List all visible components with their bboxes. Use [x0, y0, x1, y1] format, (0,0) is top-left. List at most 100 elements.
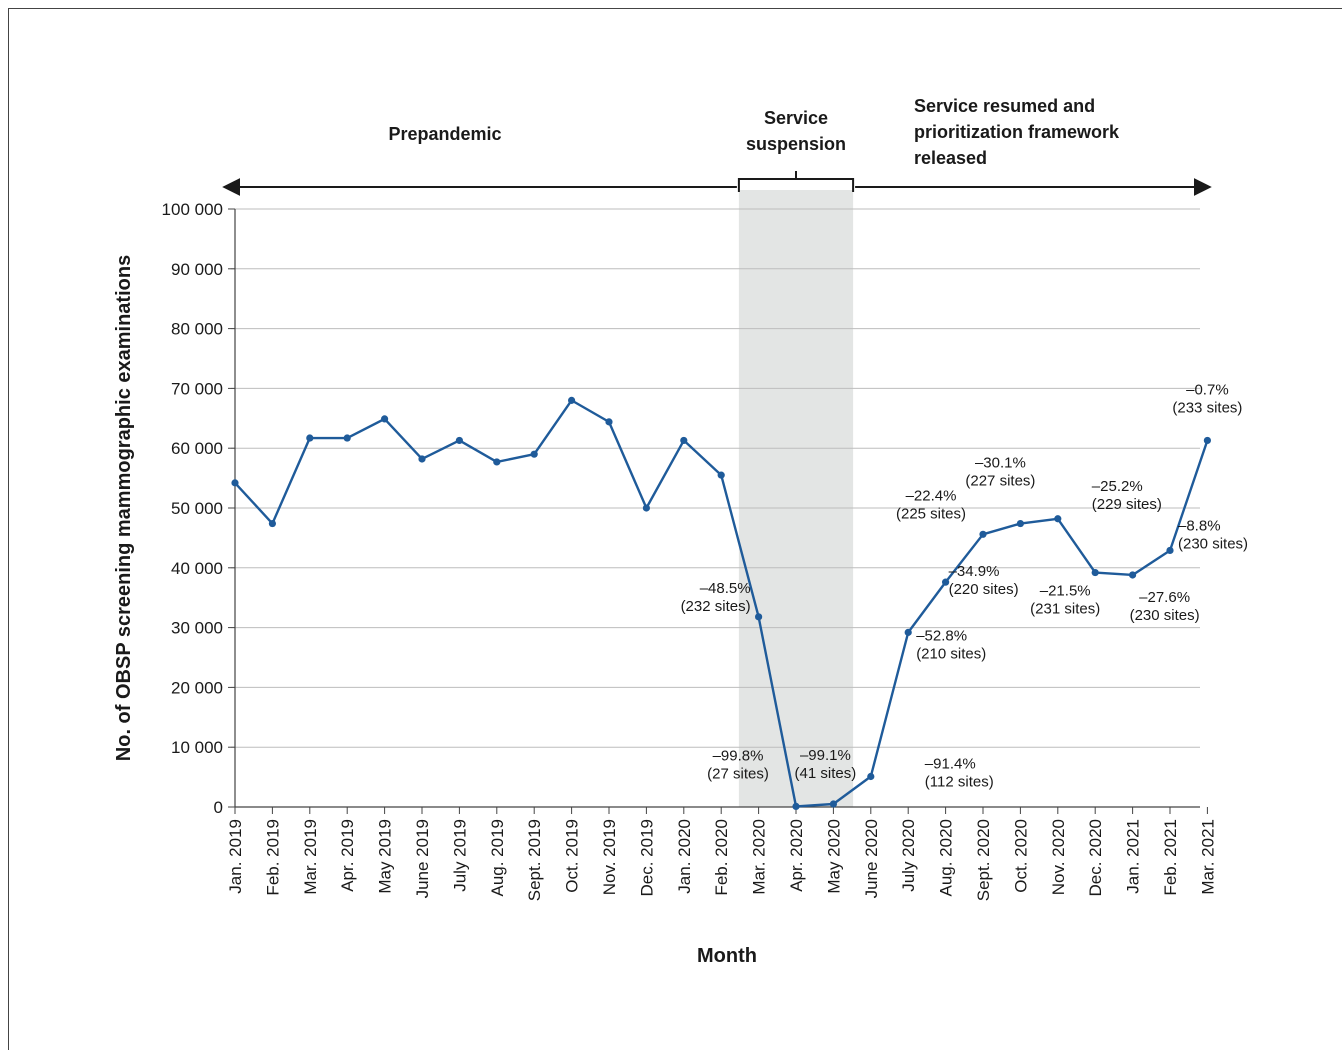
- x-tick-label: Dec. 2019: [637, 819, 656, 897]
- y-tick-label: 0: [214, 798, 223, 817]
- data-point: [343, 434, 351, 442]
- suspension-shade: [738, 190, 854, 807]
- annotation-label: (233 sites): [1172, 399, 1242, 416]
- shade-layer: [738, 190, 854, 807]
- data-point: [231, 479, 239, 487]
- data-point: [268, 519, 276, 528]
- annotation-label: (225 sites): [896, 505, 966, 522]
- phase-label-suspension: suspension: [746, 134, 846, 154]
- annotation-label: –99.1%: [800, 747, 851, 764]
- x-tick-label: Sept. 2019: [525, 819, 544, 901]
- data-point: [493, 458, 501, 466]
- x-tick-label: Nov. 2020: [1049, 819, 1068, 895]
- x-tick-label: Jan. 2021: [1124, 819, 1143, 894]
- x-tick-label: Apr. 2019: [338, 819, 357, 892]
- annotation-label: (230 sites): [1130, 607, 1200, 624]
- annotation-label: –0.7%: [1186, 381, 1229, 398]
- x-tick-label: June 2020: [862, 819, 881, 898]
- data-point: [904, 628, 912, 636]
- x-tick-label: Mar. 2019: [301, 819, 320, 895]
- x-tick-label: July 2020: [899, 819, 918, 892]
- annotation-label: –30.1%: [975, 455, 1026, 472]
- data-point: [418, 455, 426, 463]
- x-tick-label: Aug. 2020: [937, 819, 956, 897]
- x-tick-label: Jan. 2019: [226, 819, 245, 894]
- x-axis-title: Month: [697, 945, 757, 967]
- data-point: [1054, 515, 1062, 523]
- annotation-label: –8.8%: [1178, 517, 1221, 534]
- y-tick-label: 20 000: [171, 678, 223, 697]
- x-tick-label: Aug. 2019: [488, 819, 507, 897]
- y-tick-label: 10 000: [171, 738, 223, 757]
- data-point: [680, 436, 688, 445]
- x-tick-label: Jan. 2020: [675, 819, 694, 894]
- annotation-label: –25.2%: [1092, 478, 1143, 495]
- x-tick-label: Mar. 2020: [750, 819, 769, 895]
- series-layer: [231, 396, 1211, 811]
- suspension-bracket: [737, 171, 855, 192]
- y-tick-label: 50 000: [171, 499, 223, 518]
- data-point: [942, 578, 950, 586]
- x-tick-label: Nov. 2019: [600, 819, 619, 895]
- axis-layer: 0 10 000 20 000 30 000 40 000 50 000 60 000 70 …: [162, 200, 1218, 901]
- grid-layer: [231, 208, 1200, 748]
- x-tick-label: May 2019: [376, 819, 395, 894]
- data-point: [1129, 571, 1137, 579]
- data-point: [568, 396, 576, 404]
- data-point: [306, 434, 314, 442]
- y-tick-label: 90 000: [171, 260, 223, 279]
- annotation-label: –21.5%: [1040, 583, 1091, 600]
- data-point: [530, 450, 538, 458]
- x-tick-label: Oct. 2020: [1011, 819, 1030, 893]
- x-tick-label: Mar. 2021: [1198, 819, 1217, 895]
- data-point: [829, 800, 838, 808]
- x-tick-label: Feb. 2019: [263, 819, 282, 896]
- data-point: [717, 471, 725, 479]
- annotation-label: (230 sites): [1178, 535, 1248, 552]
- data-point: [755, 613, 763, 621]
- x-tick-label: Dec. 2020: [1086, 819, 1105, 897]
- annotation-label: –91.4%: [925, 756, 976, 773]
- y-tick-label: 40 000: [171, 559, 223, 578]
- annotation-label: (220 sites): [949, 581, 1019, 598]
- annotation-label: (232 sites): [681, 598, 751, 615]
- annotation-label: (27 sites): [707, 765, 769, 782]
- annotation-label: (210 sites): [916, 645, 986, 662]
- annotation-label: –99.8%: [713, 747, 764, 764]
- annotation-label: –27.6%: [1139, 589, 1190, 606]
- annotation-label: (227 sites): [965, 473, 1035, 490]
- phase-label-resumed: Service resumed and: [914, 96, 1095, 116]
- data-point: [1203, 436, 1211, 445]
- data-point: [605, 418, 613, 426]
- data-point: [979, 530, 987, 538]
- y-tick-label: 100 000: [162, 200, 223, 219]
- phase-label-resumed: released: [914, 148, 987, 168]
- annotation-label: –48.5%: [700, 580, 751, 597]
- annotation-label: –22.4%: [906, 487, 957, 504]
- phase-layer: Prepandemic Service suspension Service resu…: [222, 96, 1212, 196]
- data-point: [642, 504, 651, 512]
- x-tick-label: May 2020: [824, 819, 843, 894]
- y-tick-label: 30 000: [171, 619, 223, 638]
- data-point: [455, 436, 463, 445]
- annotation-label: (112 sites): [925, 774, 994, 791]
- x-tick-label: June 2019: [413, 819, 432, 898]
- data-point: [867, 772, 875, 781]
- x-tick-label: July 2019: [450, 819, 469, 892]
- x-tick-label: Feb. 2020: [712, 819, 731, 896]
- phase-label-prepandemic: Prepandemic: [388, 124, 501, 144]
- y-tick-label: 70 000: [171, 379, 223, 398]
- annotation-label: (41 sites): [795, 765, 857, 782]
- data-point: [1091, 568, 1099, 577]
- figure-frame: [8, 8, 1342, 1050]
- annotation-layer: –48.5%(232 sites)–99.8%(27 sites)–99.1%(…: [681, 381, 1248, 790]
- annotation-label: –34.9%: [949, 563, 1000, 580]
- phase-label-resumed: prioritization framework: [914, 122, 1120, 142]
- data-point: [792, 802, 800, 811]
- data-point: [1016, 519, 1024, 528]
- x-tick-label: Apr. 2020: [787, 819, 806, 892]
- y-tick-label: 80 000: [171, 320, 223, 339]
- data-point: [381, 415, 389, 423]
- y-tick-label: 60 000: [171, 439, 223, 458]
